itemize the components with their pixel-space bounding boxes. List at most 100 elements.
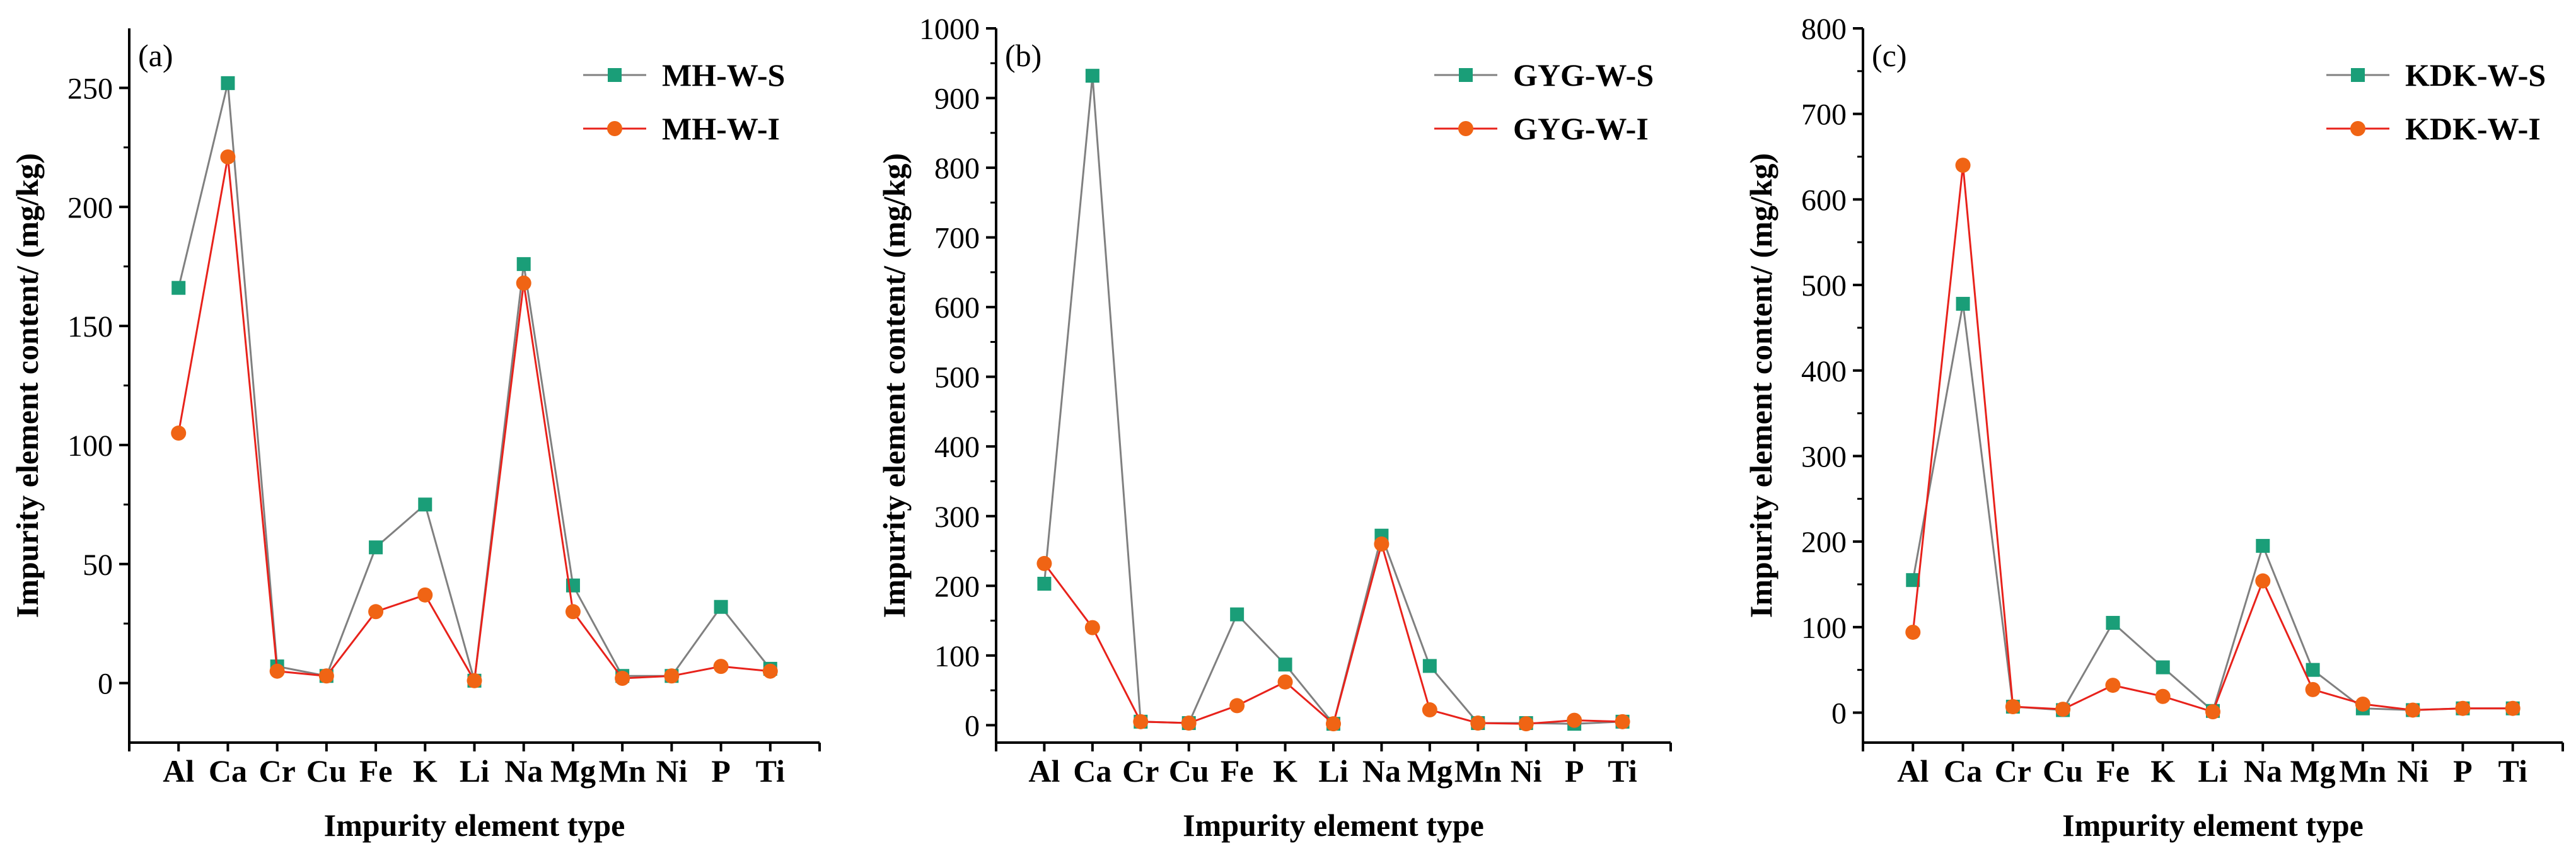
data-point-circle <box>615 671 630 686</box>
series-line <box>1912 303 2513 713</box>
data-point-circle <box>664 668 680 684</box>
legend-label: MH-W-S <box>662 57 785 93</box>
y-tick-label: 1000 <box>919 13 980 46</box>
legend-item: GYG-W-I <box>1434 111 1649 146</box>
legend-item: MH-W-I <box>583 111 780 146</box>
x-tick-label: Li <box>460 753 489 789</box>
y-tick-label: 500 <box>1801 269 1847 303</box>
y-tick-label: 0 <box>965 709 980 743</box>
data-point-square <box>1422 659 1437 673</box>
panel-label: (a) <box>138 38 173 73</box>
y-tick-label: 400 <box>1801 355 1847 388</box>
data-point-square <box>2256 538 2270 553</box>
y-tick-label: 50 <box>83 548 113 582</box>
data-point-circle <box>565 604 581 620</box>
x-tick-label: Mn <box>2339 753 2386 789</box>
y-tick-label: 100 <box>934 640 980 673</box>
x-tick-label: Ti <box>1608 753 1637 789</box>
series-line <box>1043 76 1623 726</box>
x-tick-label: K <box>1273 753 1297 789</box>
series-line <box>177 83 771 681</box>
x-tick-label: Na <box>1362 753 1401 789</box>
data-point-square <box>369 540 383 555</box>
panel-label: (b) <box>1005 38 1041 73</box>
data-point-square <box>1085 69 1099 83</box>
x-axis-title: Impurity element type <box>2062 808 2364 843</box>
legend-marker <box>2350 121 2365 136</box>
data-point-circle <box>2455 700 2471 716</box>
data-point-circle <box>2305 681 2321 697</box>
legend-label: GYG-W-S <box>1513 57 1654 93</box>
data-point-circle <box>2255 573 2271 589</box>
y-tick-label: 250 <box>67 72 113 105</box>
y-tick-label: 200 <box>1801 526 1847 559</box>
data-point-circle <box>516 275 531 291</box>
data-point-circle <box>220 149 236 165</box>
x-tick-label: Ni <box>656 753 687 789</box>
legend-label: GYG-W-I <box>1513 111 1649 146</box>
x-tick-label: Mn <box>1454 753 1502 789</box>
data-point-circle <box>1133 714 1149 729</box>
y-tick-label: 0 <box>1831 697 1847 731</box>
x-tick-label: Cu <box>1169 753 1209 789</box>
data-point-circle <box>269 663 285 679</box>
data-point-circle <box>1470 715 1486 731</box>
x-tick-label: Ni <box>1511 753 1542 789</box>
data-point-circle <box>1567 712 1582 728</box>
data-point-circle <box>171 426 187 441</box>
legend-marker <box>2351 68 2365 82</box>
data-point-circle <box>713 659 729 675</box>
series-MH-W-I <box>171 149 778 688</box>
data-point-square <box>221 76 235 90</box>
series-KDK-W-S <box>1906 296 2520 718</box>
legend-marker <box>1459 68 1473 82</box>
x-tick-label: Cr <box>1995 753 2031 789</box>
legend-marker <box>608 68 622 82</box>
x-tick-label: Fe <box>2096 753 2130 789</box>
y-tick-label: 200 <box>67 191 113 224</box>
y-tick-label: 400 <box>934 431 980 464</box>
x-tick-label: Cu <box>306 753 347 789</box>
y-tick-label: 600 <box>1801 183 1847 217</box>
y-tick-label: 0 <box>98 668 113 701</box>
series-GYG-W-S <box>1037 69 1630 731</box>
data-point-circle <box>1277 674 1293 690</box>
chart-panel-3: 0 100 200 300 400 500 600 700 800 Al Ca Cr Cu Fe K Li Na… <box>1743 13 2564 843</box>
x-tick-label: Cu <box>2043 753 2083 789</box>
data-point-circle <box>1084 620 1100 635</box>
y-tick-label: 300 <box>1801 440 1847 473</box>
legend-item: MH-W-S <box>583 57 785 93</box>
y-tick-label: 800 <box>1801 13 1847 46</box>
data-point-circle <box>417 587 433 603</box>
data-point-square <box>516 257 531 271</box>
data-point-circle <box>1422 702 1437 718</box>
x-tick-label: Al <box>1028 753 1060 789</box>
x-tick-label: Al <box>1897 753 1929 789</box>
y-axis-title: Impurity element content/ (mg/kg) <box>876 153 912 618</box>
chart-panel-1: 0 50 100 150 200 250 Al Ca Cr Cu Fe K Li Na Mg Mn Ni P Ti I… <box>9 28 821 843</box>
data-point-circle <box>1036 555 1052 571</box>
data-point-circle <box>2205 704 2220 720</box>
y-tick-label: 800 <box>934 152 980 185</box>
series-line <box>1043 540 1623 726</box>
x-tick-label: P <box>1565 753 1584 789</box>
data-point-circle <box>2505 700 2521 716</box>
data-point-circle <box>1518 716 1534 732</box>
x-tick-label: Ca <box>1944 753 1982 789</box>
y-axis-title: Impurity element content/ (mg/kg) <box>1743 153 1778 618</box>
legend-label: KDK-W-S <box>2405 57 2546 93</box>
data-point-circle <box>467 673 482 688</box>
y-tick-label: 900 <box>934 83 980 116</box>
series-line <box>177 156 770 684</box>
series-KDK-W-I <box>1905 158 2521 720</box>
x-tick-label: Cr <box>258 753 295 789</box>
data-point-square <box>1037 576 1052 591</box>
y-tick-label: 100 <box>1801 611 1847 645</box>
y-tick-label: 700 <box>1801 98 1847 132</box>
data-point-circle <box>2105 678 2121 693</box>
x-tick-label: Ti <box>2498 753 2527 789</box>
legend-label: MH-W-I <box>662 111 780 146</box>
y-tick-label: 700 <box>934 222 980 255</box>
